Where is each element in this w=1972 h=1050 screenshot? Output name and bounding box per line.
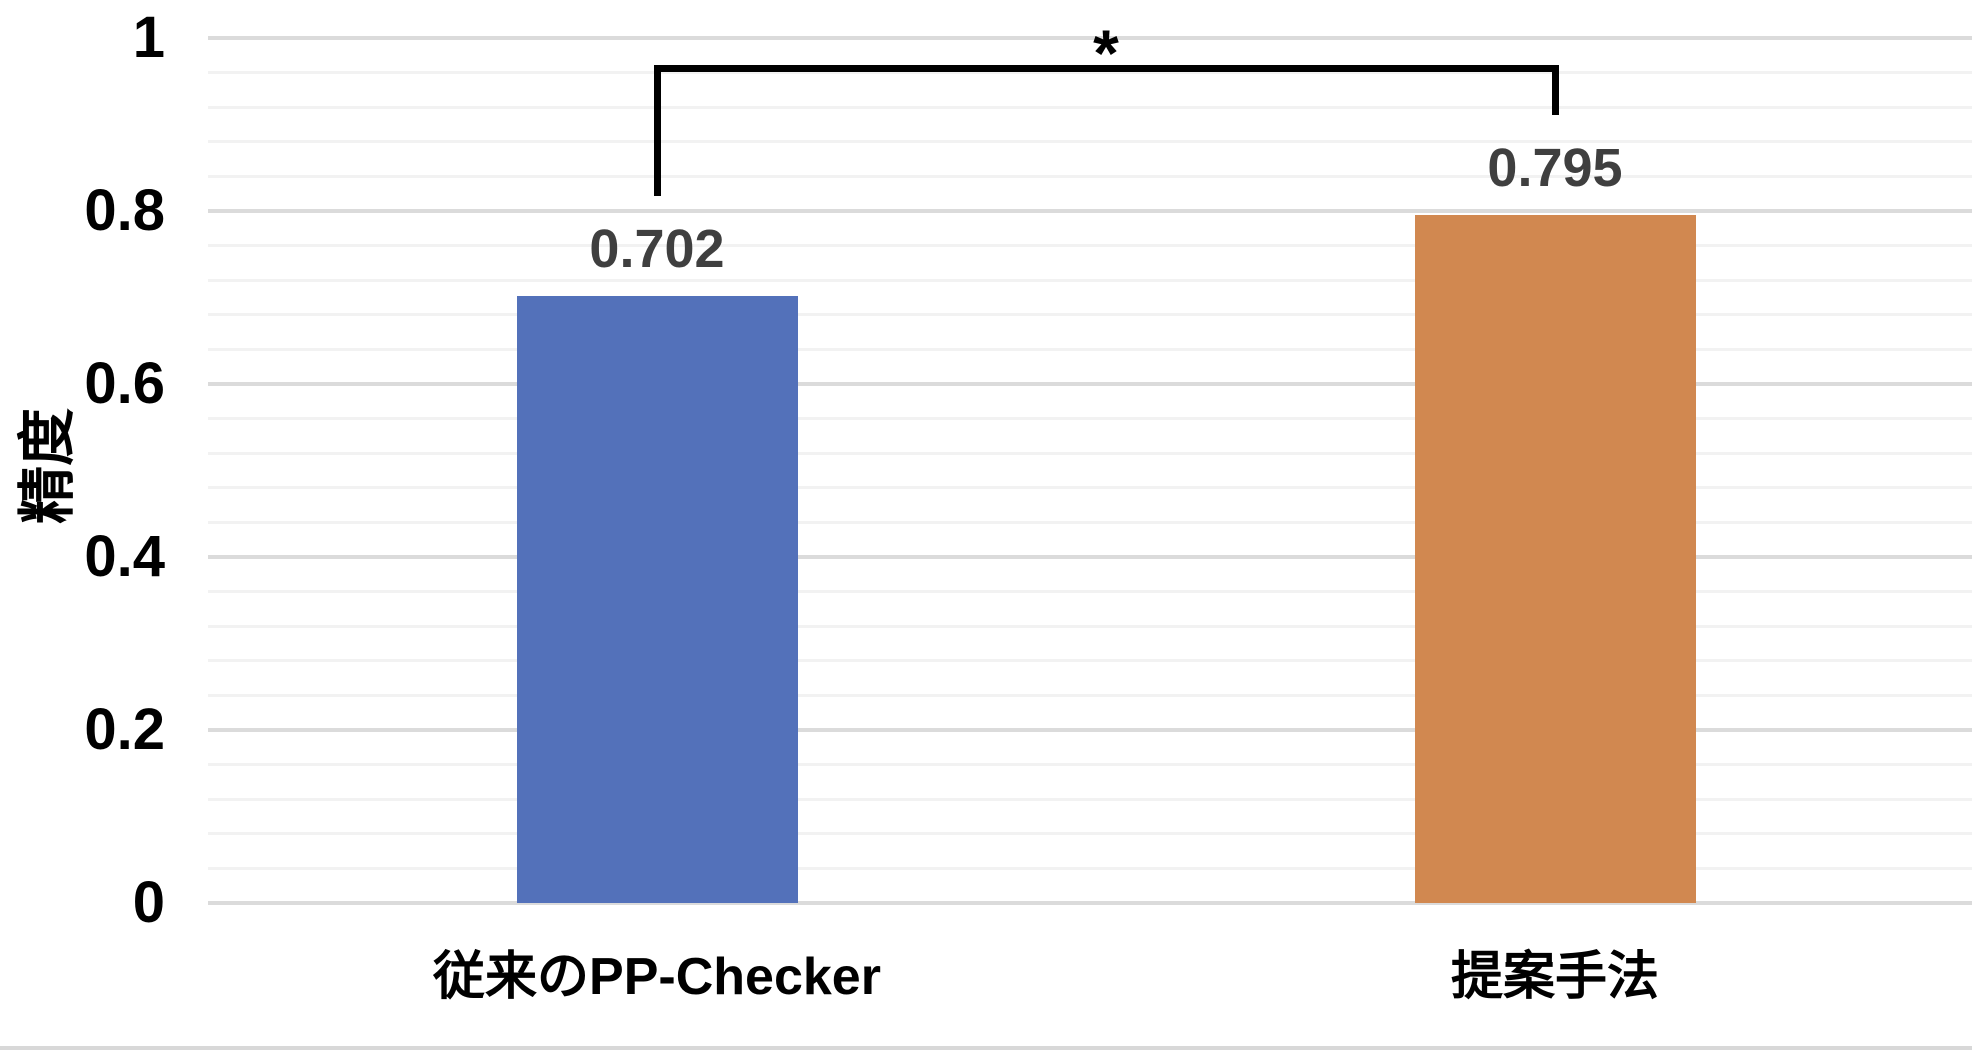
y-tick-label: 1 xyxy=(132,5,165,70)
significance-bracket-top xyxy=(653,65,1559,72)
minor-gridline xyxy=(208,520,1972,524)
minor-gridline xyxy=(208,140,1972,144)
minor-gridline xyxy=(208,451,1972,455)
major-gridline xyxy=(208,209,1972,213)
bar-1 xyxy=(516,295,798,903)
minor-gridline xyxy=(208,278,1972,282)
data-label: 0.795 xyxy=(1487,138,1623,199)
significance-bracket-drop xyxy=(653,65,661,196)
minor-gridline xyxy=(208,105,1972,109)
minor-gridline xyxy=(208,693,1972,697)
major-gridline xyxy=(208,555,1972,559)
minor-gridline xyxy=(208,347,1972,351)
y-tick-label: 0.8 xyxy=(84,178,165,243)
data-label: 0.702 xyxy=(589,218,725,279)
minor-gridline xyxy=(208,832,1972,836)
y-tick-label: 0.2 xyxy=(84,697,165,762)
minor-gridline xyxy=(208,590,1972,594)
y-axis-title: 精度 xyxy=(15,407,80,525)
major-gridline xyxy=(208,728,1972,732)
major-gridline xyxy=(208,901,1972,905)
minor-gridline xyxy=(208,866,1972,870)
major-gridline xyxy=(208,382,1972,386)
minor-gridline xyxy=(208,659,1972,663)
minor-gridline xyxy=(208,174,1972,178)
x-category-label: 提案手法 xyxy=(1450,948,1660,1006)
significance-bracket-drop xyxy=(1551,65,1559,116)
minor-gridline xyxy=(208,71,1972,75)
bottom-edge-line xyxy=(0,1046,1972,1050)
bar-2 xyxy=(1414,215,1696,903)
minor-gridline xyxy=(208,763,1972,767)
significance-asterisk: * xyxy=(1093,16,1119,90)
minor-gridline xyxy=(208,244,1972,248)
x-category-label: 従来のPP-Checker xyxy=(433,948,881,1006)
y-tick-label: 0 xyxy=(132,870,165,935)
major-gridline xyxy=(208,36,1972,40)
minor-gridline xyxy=(208,417,1972,421)
minor-gridline xyxy=(208,797,1972,801)
minor-gridline xyxy=(208,486,1972,490)
plot-area: 0.702 0.795 xyxy=(208,36,1972,905)
y-tick-label: 0.4 xyxy=(84,524,165,589)
minor-gridline xyxy=(208,624,1972,628)
y-tick-label: 0.6 xyxy=(84,351,165,416)
minor-gridline xyxy=(208,313,1972,317)
